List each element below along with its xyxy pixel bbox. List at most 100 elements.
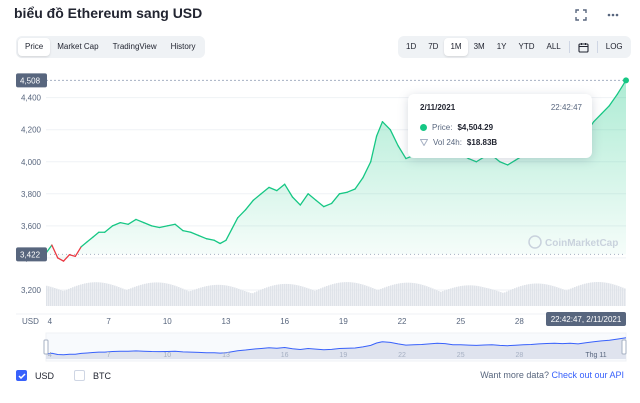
current-price-dot — [623, 77, 629, 84]
navigator-tick-label: 4 — [48, 352, 52, 359]
volume-bar — [516, 287, 518, 306]
volume-bar — [570, 288, 572, 306]
volume-bar — [122, 288, 124, 306]
tooltip-volume-value: $18.83B — [466, 138, 498, 147]
volume-bar — [580, 284, 582, 306]
volume-bar — [232, 286, 234, 306]
volume-bar — [176, 286, 178, 306]
volume-bar — [418, 283, 420, 306]
volume-bar — [332, 284, 334, 306]
divider — [568, 41, 570, 53]
more-icon[interactable] — [606, 8, 620, 22]
volume-bar — [564, 289, 566, 306]
volume-bar — [144, 283, 146, 306]
volume-bar — [616, 285, 618, 306]
volume-bar — [490, 288, 492, 306]
time-tag — [546, 312, 626, 326]
volume-bar — [226, 285, 228, 306]
navigator-tick-label: 7 — [107, 352, 111, 359]
volume-bar — [248, 292, 250, 306]
volume-bar — [146, 283, 148, 306]
volume-bar — [142, 284, 144, 306]
volume-bar — [566, 290, 568, 306]
volume-bar — [186, 290, 188, 306]
volume-bar — [88, 282, 90, 306]
range-1y[interactable]: 1Y — [496, 42, 507, 51]
volume-bar — [154, 282, 156, 306]
volume-bar — [192, 290, 194, 306]
btc-checkbox-item[interactable]: BTC — [74, 370, 111, 381]
volume-bar — [316, 289, 318, 306]
volume-bar — [272, 285, 274, 306]
volume-bar — [302, 286, 304, 306]
y-tick-label: 3,200 — [21, 286, 42, 295]
volume-bar — [384, 287, 386, 306]
volume-bar — [168, 283, 170, 306]
price-line-segment — [119, 222, 129, 225]
volume-bar — [514, 288, 516, 306]
range-3m[interactable]: 3M — [473, 42, 485, 51]
volume-bar — [46, 285, 48, 306]
navigator-right-handle[interactable] — [621, 339, 627, 355]
navigator-last-label: Thg 11 — [585, 352, 606, 359]
price-line-segment — [291, 196, 301, 206]
volume-bar — [100, 282, 102, 306]
volume-bar — [218, 284, 220, 306]
tab-market-cap[interactable]: Market Cap — [57, 42, 99, 51]
volume-bar — [438, 291, 440, 306]
volume-bar — [328, 285, 330, 306]
y-tick-label: 4,400 — [21, 94, 42, 103]
volume-bar — [452, 287, 454, 306]
price-line-segment — [389, 129, 399, 147]
volume-bar — [584, 283, 586, 306]
volume-bar — [336, 283, 338, 306]
usd-checkbox-item[interactable]: USD — [16, 370, 54, 381]
volume-bar — [388, 286, 390, 306]
tooltip-date: 2/11/2021 — [420, 103, 456, 112]
volume-bar — [412, 282, 414, 306]
range-all[interactable]: ALL — [546, 42, 561, 51]
volume-bar — [474, 285, 476, 306]
volume-bar — [360, 283, 362, 306]
range-ytd[interactable]: YTD — [518, 42, 535, 51]
volume-bar — [228, 285, 230, 306]
range-7d[interactable]: 7D — [428, 42, 439, 51]
tab-history[interactable]: History — [170, 42, 196, 51]
volume-bar — [148, 283, 150, 306]
volume-bar — [622, 287, 624, 306]
y-tick-label: 3,600 — [21, 222, 42, 231]
volume-bar — [540, 283, 542, 306]
price-line-segment — [231, 217, 239, 230]
volume-bar — [104, 283, 106, 306]
volume-bar — [120, 287, 122, 306]
price-dot-icon — [420, 124, 427, 131]
volume-bar — [454, 287, 456, 306]
usd-checkbox-label: USD — [35, 370, 55, 381]
volume-bar — [542, 283, 544, 306]
tooltip-price-row: Price: $4,504.29 — [420, 123, 493, 132]
volume-bar — [500, 292, 502, 306]
volume-bar — [80, 284, 82, 306]
api-link[interactable]: Check out our API — [551, 370, 624, 380]
tab-tradingview[interactable]: TradingView — [112, 42, 157, 51]
volume-bar — [222, 285, 224, 306]
price-chart[interactable]: 3,2003,4003,6003,8004,0004,2004,4004,508… — [0, 0, 640, 370]
range-1d[interactable]: 1D — [406, 42, 417, 51]
volume-bar — [598, 282, 600, 306]
volume-bar — [150, 282, 152, 306]
range-1m[interactable]: 1M — [444, 38, 468, 56]
navigator-left-handle[interactable] — [43, 339, 49, 355]
volume-bar — [400, 283, 402, 306]
volume-bar — [482, 287, 484, 306]
tab-price[interactable]: Price — [18, 38, 51, 56]
price-line-segment — [397, 145, 407, 160]
calendar-icon[interactable] — [572, 38, 595, 56]
expand-icon[interactable] — [574, 8, 588, 22]
volume-bar — [306, 287, 308, 306]
usd-checkbox[interactable] — [16, 370, 27, 381]
volume-bar — [484, 287, 486, 306]
price-line-segment — [205, 238, 215, 241]
x-axis-currency: USD — [22, 317, 39, 326]
log-scale-toggle[interactable]: LOG — [605, 42, 623, 51]
btc-checkbox[interactable] — [74, 370, 86, 381]
